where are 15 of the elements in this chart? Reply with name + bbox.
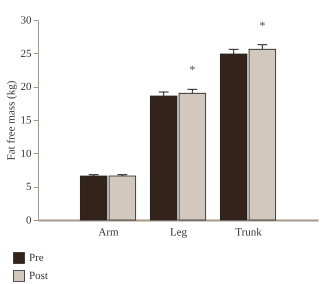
y-tick-label: 15 xyxy=(20,114,32,126)
y-tick-label: 10 xyxy=(20,148,32,160)
y-tick-label: 20 xyxy=(20,81,32,94)
y-tick-label: 25 xyxy=(20,48,32,60)
x-tick-label: Leg xyxy=(170,226,188,238)
y-tick-label: 30 xyxy=(20,14,32,26)
y-tick-label: 0 xyxy=(26,214,32,226)
x-tick-label: Arm xyxy=(98,226,120,238)
y-axis-title: Fat free mass (kg) xyxy=(6,80,18,160)
legend-label: Post xyxy=(29,270,48,282)
legend-label: Pre xyxy=(29,252,44,264)
y-tick-label: 5 xyxy=(26,181,32,194)
annotation: * xyxy=(259,18,266,32)
x-tick-label: Trunk xyxy=(235,226,262,238)
annotation: * xyxy=(189,62,196,76)
